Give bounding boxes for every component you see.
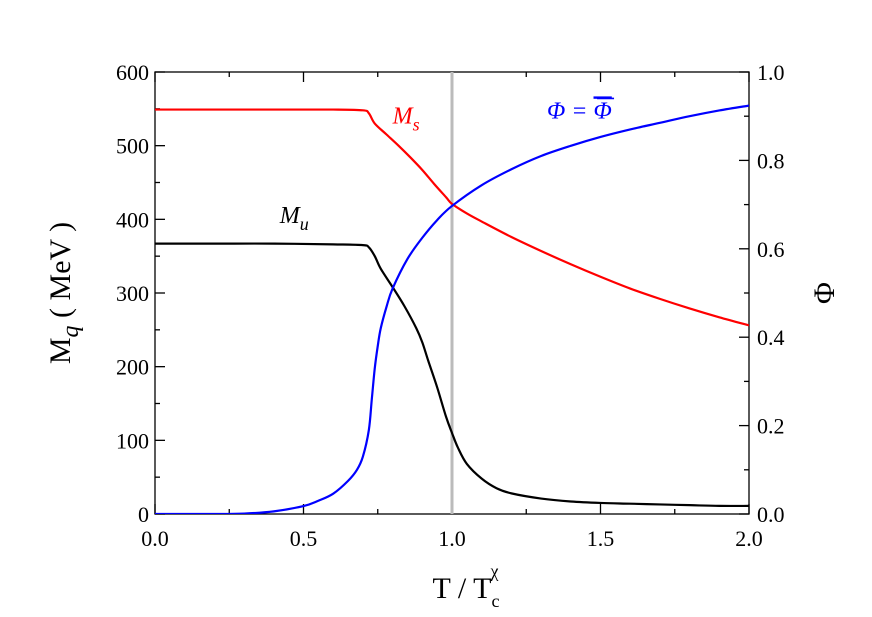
y-axis-title-main: M [44, 337, 77, 364]
y2-tick-label: 0.4 [757, 325, 785, 350]
y-axis-title-unit: ( MeV ) [44, 222, 77, 326]
series-lines [155, 104, 749, 514]
y2-tick-label: 1.0 [757, 60, 785, 85]
series-line-ms-label: Ms [392, 104, 420, 135]
series-annotations: Ms Mu Φ = Φ [279, 97, 615, 234]
tick-labels: 0.0 0.5 1.0 1.5 2.0 0 100 200 300 400 500 600 0.0 0.2… [116, 60, 785, 551]
series-line-phi [155, 104, 749, 514]
y2-tick-label: 0.2 [757, 414, 785, 439]
y-tick-label: 0 [138, 502, 149, 527]
y-tick-label: 600 [116, 60, 149, 85]
y-tick-label: 200 [116, 355, 149, 380]
x-axis-title-sub: c [491, 591, 499, 611]
series-line-ms [155, 108, 749, 327]
y-tick-label: 400 [116, 207, 149, 232]
y-tick-label: 300 [116, 281, 149, 306]
y2-tick-label: 0.6 [757, 237, 785, 262]
series-line-phi-label: Φ = Φ [547, 98, 612, 124]
x-tick-label: 0.0 [141, 526, 169, 551]
x-axis-title-sup: χ [489, 561, 498, 581]
x-tick-label: 2.0 [735, 526, 763, 551]
y-axis-title: Mq ( MeV ) [44, 222, 84, 364]
y-axis-title-sub: q [58, 325, 84, 337]
series-line-mu [155, 242, 749, 508]
y-tick-label: 500 [116, 134, 149, 159]
series-line-mu-label: Mu [279, 203, 309, 234]
x-axis-title: T / Tcχ [433, 561, 500, 611]
x-tick-label: 1.0 [438, 526, 466, 551]
x-axis-title-main: T / T [433, 572, 492, 605]
x-tick-label: 1.5 [587, 526, 615, 551]
y2-tick-label: 0.0 [757, 502, 785, 527]
y-tick-label: 100 [116, 428, 149, 453]
x-tick-label: 0.5 [290, 526, 318, 551]
y2-axis-title: Φ [808, 282, 841, 304]
y2-tick-label: 0.8 [757, 148, 785, 173]
